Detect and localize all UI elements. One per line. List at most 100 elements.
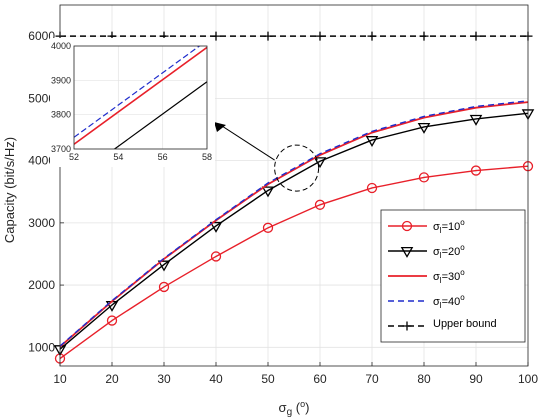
series-1-line [59, 165, 529, 360]
series-2-point [417, 122, 431, 134]
inset-zoom-plot: 52 54 56 58 3700 3800 3900 4000 [50, 38, 215, 167]
legend-label: σl=30o [433, 268, 465, 285]
legend-label: σl=20o [433, 243, 465, 260]
legend-entry-1: σl=10o [388, 218, 465, 235]
x-tick-label: 80 [417, 372, 431, 386]
x-tick-label: 40 [209, 372, 223, 386]
y-tick-label: 3000 [28, 216, 55, 230]
series-2-line [59, 112, 529, 350]
x-tick-label: 30 [157, 372, 171, 386]
inset-x-tick-label: 52 [69, 152, 79, 162]
series-5-point [367, 31, 377, 41]
series-2 [53, 109, 535, 357]
legend-label-superscript: o [460, 268, 465, 277]
legend-entry-4: σl=40o [388, 293, 465, 310]
zoom-annotation [214, 122, 320, 192]
legend-label-subscript: l [440, 276, 442, 285]
series-1-point [470, 165, 482, 176]
x-tick-label: 90 [469, 372, 483, 386]
legend-label-value: Upper bound [433, 318, 497, 330]
legend-label-subscript: l [440, 251, 442, 260]
series-4-line [59, 100, 529, 347]
x-tick-label: 10 [53, 372, 67, 386]
y-tick-label: 1000 [28, 340, 55, 354]
inset-y-tick-label: 3800 [51, 110, 71, 120]
legend-label: σl=40o [433, 293, 465, 310]
x-axis-title-unit-close: ) [305, 400, 309, 415]
legend-label-subscript: l [440, 301, 442, 310]
legend-label-symbol: σ [433, 296, 440, 308]
x-tick-label: 50 [261, 372, 275, 386]
series-5-point [211, 31, 221, 41]
y-axis-ticks: 1000 2000 3000 4000 5000 6000 [28, 29, 64, 354]
inset-y-tick-label: 4000 [51, 41, 71, 51]
inset-x-tick-label: 56 [158, 152, 168, 162]
legend-swatch-marker [402, 321, 412, 331]
series-layer [53, 31, 535, 364]
inset-x-tick-label: 58 [202, 152, 212, 162]
plot-frame [59, 4, 529, 367]
legend-label-symbol: σ [433, 221, 440, 233]
legend-label-symbol: σ [433, 271, 440, 283]
x-axis-title-symbol: σ [279, 400, 287, 415]
legend-label: σl=10o [433, 218, 465, 235]
legend-label-subscript: l [440, 226, 442, 235]
inset-y-tick-label: 3700 [51, 144, 71, 154]
series-4 [59, 100, 529, 347]
series-1-point [366, 182, 378, 194]
series-1-point [418, 172, 430, 183]
y-tick-label: 5000 [28, 91, 55, 105]
inset-series-2-line [113, 81, 207, 149]
legend-entry-2: σl=20o [388, 243, 465, 260]
series-5-point [471, 31, 481, 41]
x-axis-title-unit-open: ( [292, 400, 301, 415]
series-1-point [314, 199, 326, 210]
x-tick-label: 70 [365, 372, 379, 386]
series-2-point [209, 221, 223, 233]
y-tick-label: 6000 [28, 29, 55, 43]
series-2-point [365, 136, 379, 147]
x-axis-title: σg (o) [279, 399, 310, 418]
x-axis-title-unit-sup: o [300, 399, 305, 409]
legend-label: Upper bound [433, 318, 497, 330]
x-axis-ticks: 10 20 30 40 50 60 70 80 90 100 [53, 362, 538, 386]
series-5-point [263, 31, 273, 41]
legend-label-superscript: o [460, 218, 465, 227]
legend-swatch-marker [400, 246, 414, 258]
y-tick-label: 4000 [28, 154, 55, 168]
series-1-point [106, 315, 118, 326]
series-2-point [469, 114, 483, 126]
inset-series-4-line [74, 46, 201, 138]
zoom-region-ellipse [274, 144, 320, 192]
inset-series-3-line [74, 46, 207, 145]
zoom-arrow-line [221, 125, 275, 161]
series-5-point [419, 31, 429, 41]
series-1-point [210, 251, 222, 262]
inset-series [74, 46, 207, 149]
legend-label-superscript: o [460, 243, 465, 252]
zoom-arrow-head [214, 122, 226, 132]
inset-frame [73, 45, 208, 150]
inset-x-tick-label: 54 [113, 152, 123, 162]
inset-y-tick-label: 3900 [51, 75, 71, 85]
series-2-point [313, 157, 327, 169]
legend-swatch-marker [401, 220, 413, 232]
legend-label-value: =20 [442, 246, 461, 258]
legend-label-value: =10 [442, 221, 461, 233]
series-5-point [315, 31, 325, 41]
y-tick-label: 2000 [28, 278, 55, 292]
legend-label-symbol: σ [433, 246, 440, 258]
x-tick-label: 20 [105, 372, 119, 386]
series-2-point [261, 186, 275, 198]
legend-label-value: =30 [442, 271, 461, 283]
y-axis-title: Capacity (bit/s/Hz) [2, 137, 17, 243]
legend-entry-5: Upper bound [388, 318, 497, 331]
series-2-point [157, 260, 171, 272]
legend-entry-3: σl=30o [388, 268, 465, 285]
x-axis-title-subscript: g [287, 407, 293, 418]
series-1-point [262, 222, 274, 233]
x-tick-label: 100 [518, 372, 538, 386]
legend-label-superscript: o [460, 293, 465, 302]
